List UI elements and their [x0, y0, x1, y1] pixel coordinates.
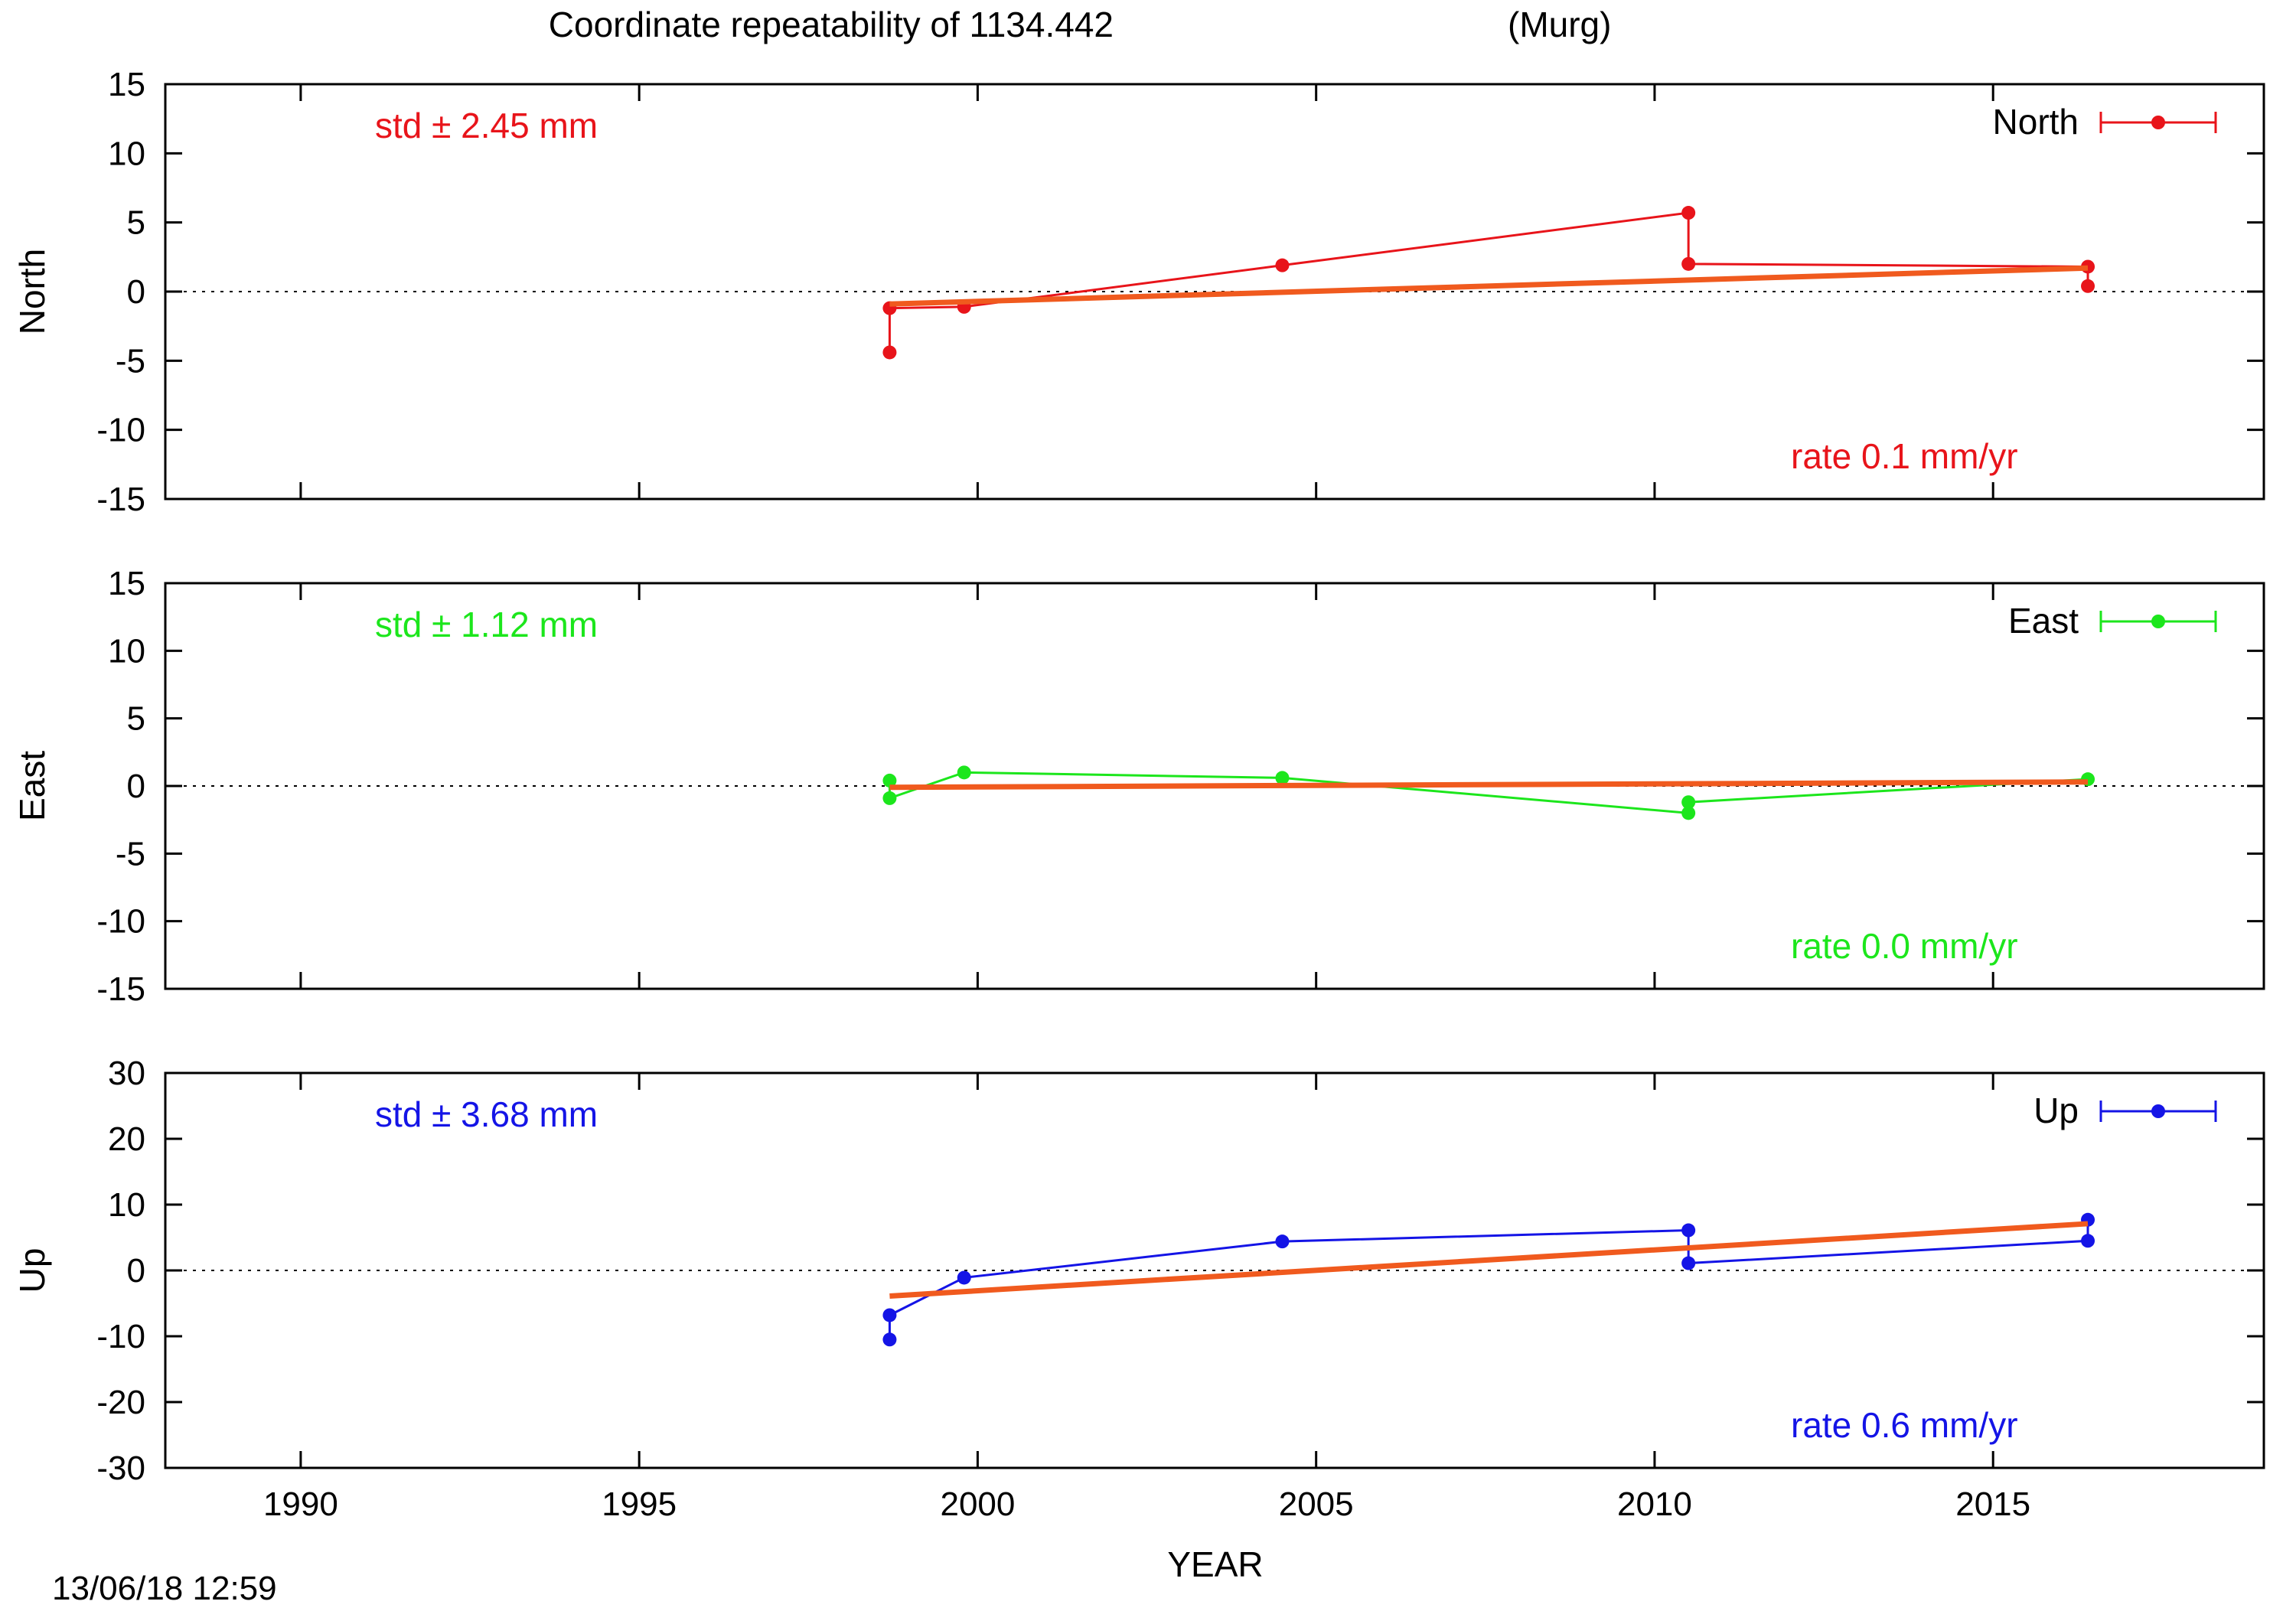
east-ytick-label: 0 [127, 768, 145, 805]
up-data-point [1275, 1234, 1290, 1249]
east-data-point [1681, 795, 1696, 810]
east-ytick-label: -15 [96, 970, 145, 1008]
east-y-axis-label: East [12, 751, 52, 821]
east-ytick-label: 5 [127, 700, 145, 738]
up-y-axis-label: Up [12, 1248, 52, 1293]
up-ytick-label: 20 [108, 1120, 145, 1158]
north-ytick-label: 15 [108, 66, 145, 103]
east-ytick-label: -5 [116, 835, 145, 872]
north-std-label: std ± 2.45 mm [375, 106, 598, 145]
east-ytick-label: -10 [96, 903, 145, 941]
east-legend-marker [2151, 615, 2165, 628]
x-tick-label: 2005 [1279, 1485, 1354, 1523]
up-ytick-label: 0 [127, 1252, 145, 1290]
north-data-point [1681, 206, 1696, 220]
up-legend-marker [2151, 1104, 2165, 1118]
east-fit-line [889, 779, 2089, 791]
up-std-label: std ± 3.68 mm [375, 1094, 598, 1134]
east-data-point [882, 773, 897, 788]
north-ytick-label: -5 [116, 342, 145, 380]
north-data-point [2081, 279, 2095, 293]
timestamp-label: 13/06/18 12:59 [52, 1570, 277, 1607]
chart-title: Coordinate repeatability of 1134.442 [549, 5, 1114, 44]
up-ytick-label: 30 [108, 1055, 145, 1092]
up-data-point [882, 1308, 897, 1322]
north-legend-label: North [1993, 102, 2079, 142]
north-y-axis-label: North [12, 249, 52, 334]
up-series-line [888, 1219, 2089, 1340]
up-panel: -30 -20 -10 0 10 20 30 1990 1995 2000 2005 2010 2015… [12, 1055, 2265, 1523]
x-tick-label: 2000 [940, 1485, 1015, 1523]
station-label: (Murg) [1508, 5, 1611, 44]
up-data-point [957, 1270, 971, 1285]
up-ytick-label: 10 [108, 1186, 145, 1224]
up-data-point [1681, 1256, 1696, 1270]
north-series-line [888, 211, 2089, 353]
x-tick-label: 1990 [263, 1485, 338, 1523]
up-ytick-label: -30 [96, 1450, 145, 1487]
north-data-point [882, 345, 897, 360]
panels-group: -15 -10 -5 0 5 10 15 North std ± 2.45 mm rate 0.1… [12, 66, 2265, 1523]
north-ytick-label: 10 [108, 135, 145, 172]
east-rate-label: rate 0.0 mm/yr [1791, 926, 2018, 966]
north-ytick-label: 0 [127, 273, 145, 311]
x-tick-label: 2010 [1617, 1485, 1692, 1523]
east-data-point [957, 765, 971, 780]
north-ytick-label: -10 [96, 412, 145, 449]
north-ytick-label: -15 [96, 481, 145, 518]
north-fit-line [889, 265, 2089, 307]
up-ytick-label: -20 [96, 1384, 145, 1421]
east-ytick-label: 15 [108, 565, 145, 602]
east-data-point [1275, 771, 1290, 785]
east-panel: -15 -10 -5 0 5 10 15 East std ± 1.12 mm rate 0.0 … [12, 565, 2265, 1008]
up-data-point [2081, 1234, 2095, 1248]
east-ytick-label: 10 [108, 632, 145, 670]
up-ytick-label: -10 [96, 1318, 145, 1355]
east-data-point [882, 791, 897, 805]
x-tick-label: 1995 [602, 1485, 677, 1523]
up-rate-label: rate 0.6 mm/yr [1791, 1405, 2018, 1445]
north-legend-marker [2151, 116, 2165, 129]
up-data-point [1681, 1223, 1696, 1238]
east-legend-label: East [2008, 601, 2079, 641]
north-data-point [1681, 256, 1696, 271]
up-fit-line [889, 1221, 2089, 1300]
x-axis-label: YEAR [1167, 1544, 1263, 1584]
up-data-point [882, 1332, 897, 1347]
north-ytick-label: 5 [127, 204, 145, 242]
north-panel: -15 -10 -5 0 5 10 15 North std ± 2.45 mm rate 0.1… [12, 66, 2265, 518]
up-legend-label: Up [2033, 1091, 2079, 1130]
north-data-point [1275, 258, 1290, 272]
x-tick-label: 2015 [1955, 1485, 2030, 1523]
north-rate-label: rate 0.1 mm/yr [1791, 436, 2018, 476]
east-series-line [888, 771, 2089, 814]
east-data-point [1681, 806, 1696, 820]
east-std-label: std ± 1.12 mm [375, 605, 598, 644]
